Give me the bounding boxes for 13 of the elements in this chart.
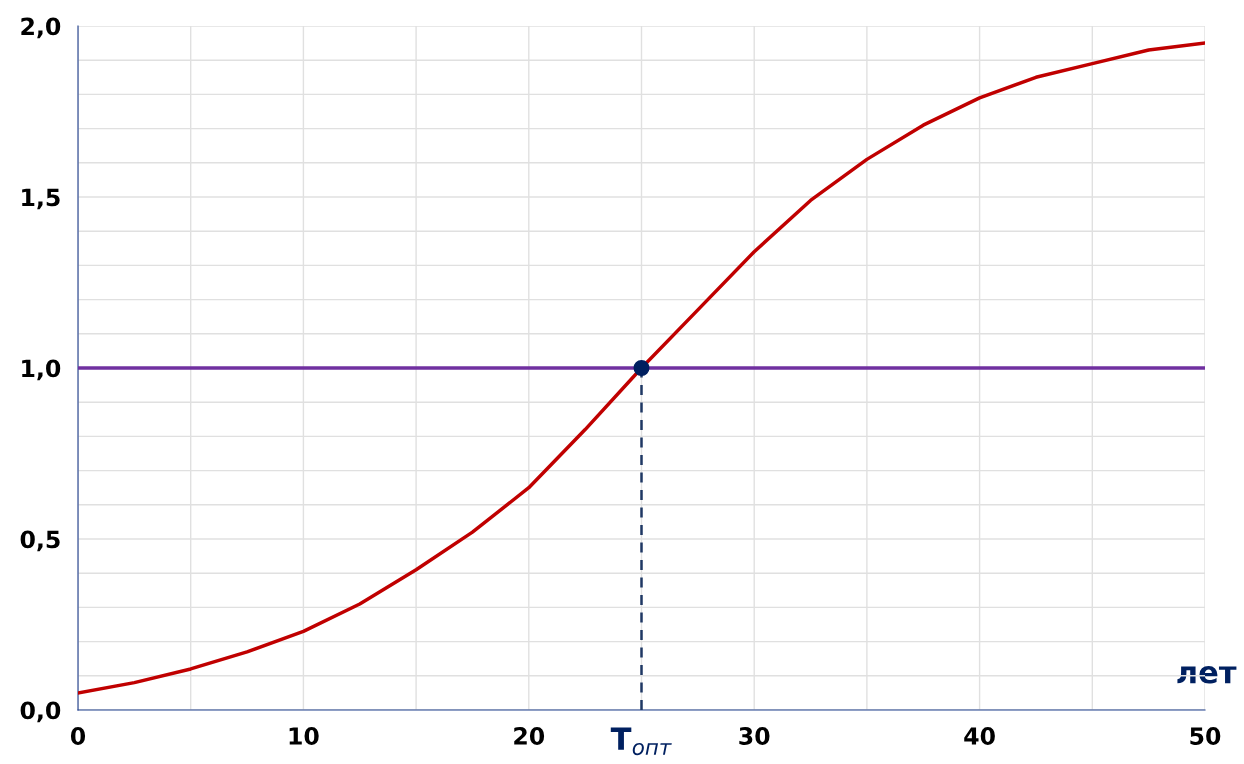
x-tick-label: T$_{опт}$ bbox=[610, 727, 672, 756]
x-tick-label: 30 bbox=[739, 727, 770, 745]
x-tick-label: 20 bbox=[514, 727, 545, 745]
y-tick-label: 1,5 bbox=[22, 188, 60, 210]
x-axis-title: лет bbox=[1177, 666, 1237, 684]
y-tick-label: 1,0 bbox=[22, 359, 61, 381]
x-tick-label: 0 bbox=[70, 727, 86, 745]
x-tick-label: 40 bbox=[964, 727, 995, 745]
y-tick-label: 0,0 bbox=[20, 701, 61, 723]
x-tick-label: 50 bbox=[1190, 727, 1221, 745]
y-tick-label: 0,5 bbox=[20, 530, 60, 552]
y-tick-label: 2,0 bbox=[21, 17, 61, 39]
x-tick-label: 10 bbox=[289, 727, 319, 745]
